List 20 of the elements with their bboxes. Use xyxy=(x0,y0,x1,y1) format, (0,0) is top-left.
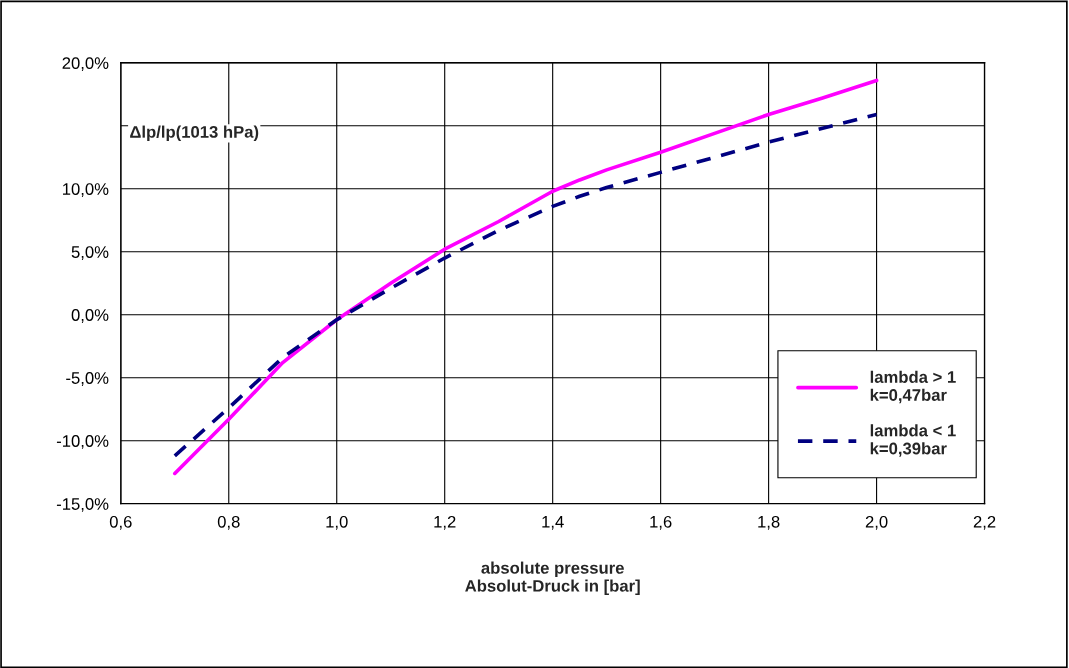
y-tick-label: 0,0% xyxy=(71,309,109,323)
y-tick-label: 10,0% xyxy=(63,183,109,197)
y-axis-title: Δlp/lp(1013 hPa) xyxy=(130,125,259,142)
y-tick-label: -10,0% xyxy=(56,435,109,449)
y-tick-label: -5,0% xyxy=(66,372,109,386)
y-tick-label: 5,0% xyxy=(71,246,109,260)
x-tick-label: 1,0 xyxy=(326,515,348,530)
x-axis-title: absolute pressure Absolut-Druck in [bar] xyxy=(465,561,640,596)
legend-label: lambda > 1 k=0,47bar xyxy=(870,370,956,404)
x-tick-label: 0,8 xyxy=(217,515,240,530)
x-tick-label: 0,6 xyxy=(109,515,132,530)
x-tick-label: 1,4 xyxy=(542,516,564,530)
x-tick-label: 1,2 xyxy=(434,515,456,530)
y-tick-label: 20,0% xyxy=(62,57,109,71)
x-tick-label: 1,8 xyxy=(758,515,780,530)
y-tick-label: -15,0% xyxy=(56,498,109,512)
x-tick-label: 2,2 xyxy=(973,515,996,530)
legend-label: lambda < 1 k=0,39bar xyxy=(870,424,956,457)
x-tick-label: 1,6 xyxy=(650,515,672,530)
x-tick-label: 2,0 xyxy=(865,515,888,530)
